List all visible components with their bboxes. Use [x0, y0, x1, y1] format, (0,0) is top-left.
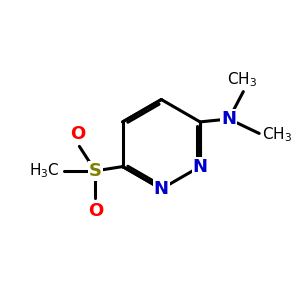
Text: O: O — [88, 202, 103, 220]
Text: O: O — [70, 125, 85, 143]
Text: H$_3$C: H$_3$C — [29, 162, 60, 180]
Text: CH$_3$: CH$_3$ — [262, 125, 292, 144]
Text: N: N — [154, 180, 169, 198]
Text: CH$_3$: CH$_3$ — [227, 70, 257, 89]
Text: N: N — [221, 110, 236, 128]
Text: S: S — [89, 162, 102, 180]
Text: N: N — [193, 158, 208, 175]
